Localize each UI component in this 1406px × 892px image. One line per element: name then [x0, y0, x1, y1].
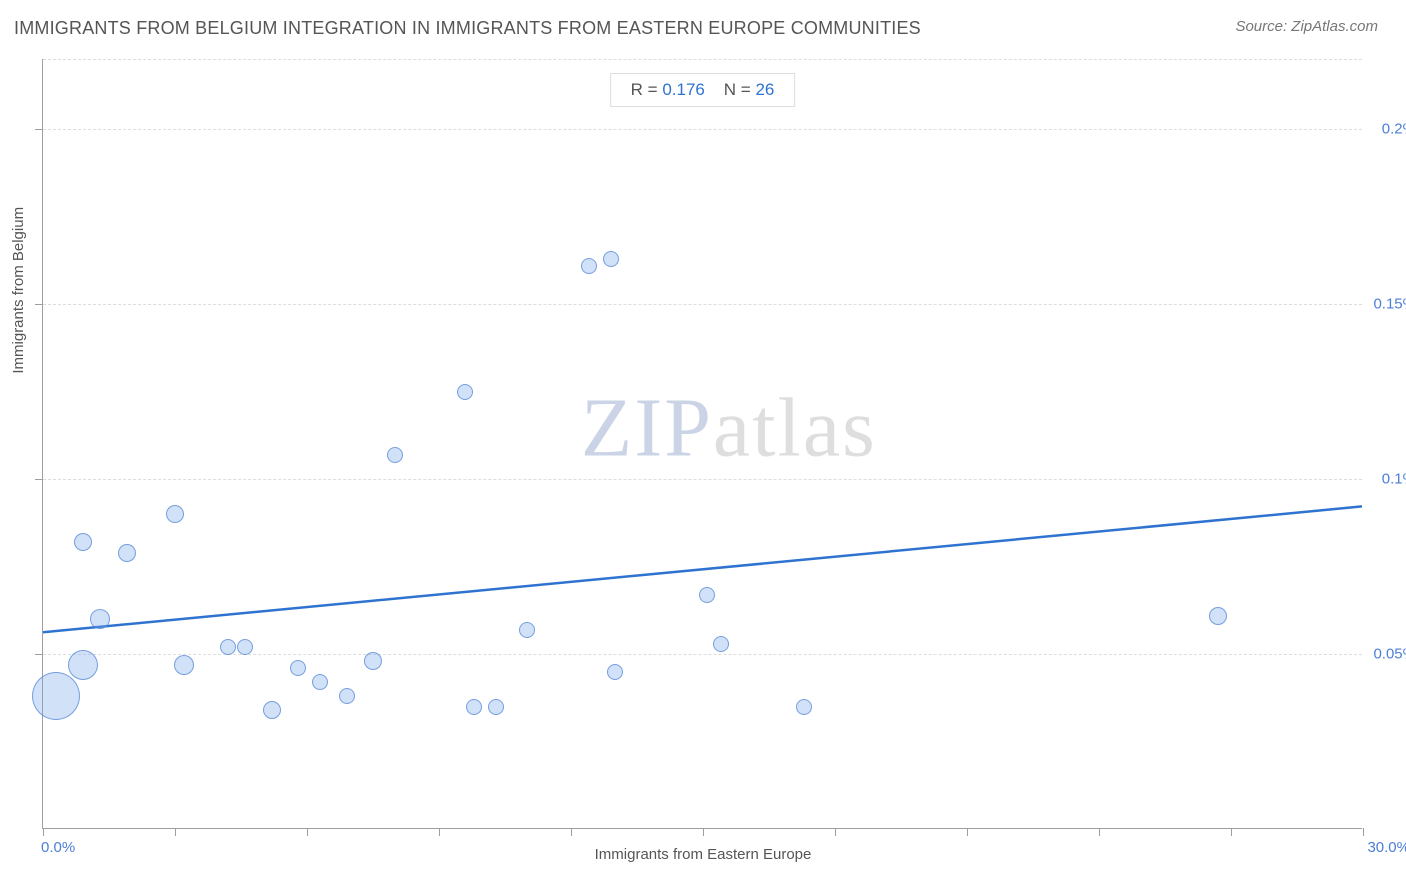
y-tick [35, 479, 43, 480]
x-axis-label: Immigrants from Eastern Europe [0, 846, 1406, 863]
n-label: N = [724, 80, 751, 99]
x-tick [835, 828, 836, 836]
grid-line [43, 479, 1362, 480]
watermark: ZIPatlas [581, 380, 877, 477]
y-tick-label: 0.2% [1382, 121, 1406, 138]
data-point[interactable] [290, 660, 306, 676]
data-point[interactable] [220, 639, 236, 655]
data-point[interactable] [699, 587, 715, 603]
x-tick [1363, 828, 1364, 836]
data-point[interactable] [237, 639, 253, 655]
x-tick [571, 828, 572, 836]
data-point[interactable] [312, 674, 328, 690]
data-point[interactable] [457, 384, 473, 400]
r-value: 0.176 [662, 80, 705, 99]
data-point[interactable] [166, 505, 184, 523]
data-point[interactable] [519, 622, 535, 638]
data-point[interactable] [466, 699, 482, 715]
data-point[interactable] [118, 544, 136, 562]
y-tick [35, 129, 43, 130]
source-attribution: Source: ZipAtlas.com [1235, 18, 1378, 35]
x-tick [43, 828, 44, 836]
x-tick [1099, 828, 1100, 836]
data-point[interactable] [263, 701, 281, 719]
grid-line [43, 304, 1362, 305]
trend-line [43, 59, 1362, 828]
data-point[interactable] [74, 533, 92, 551]
y-tick [35, 304, 43, 305]
scatter-plot-area: ZIPatlas R = 0.176 N = 26 0.05%0.1%0.15%… [42, 59, 1362, 829]
y-tick-label: 0.15% [1373, 296, 1406, 313]
data-point[interactable] [713, 636, 729, 652]
watermark-atlas: atlas [713, 382, 877, 475]
y-axis-label: Immigrants from Belgium [10, 207, 27, 374]
x-tick [967, 828, 968, 836]
chart-title: IMMIGRANTS FROM BELGIUM INTEGRATION IN I… [14, 18, 921, 39]
watermark-zip: ZIP [581, 382, 713, 475]
data-point[interactable] [581, 258, 597, 274]
data-point[interactable] [68, 650, 98, 680]
data-point[interactable] [90, 609, 110, 629]
data-point[interactable] [796, 699, 812, 715]
chart-container: Immigrants from Belgium ZIPatlas R = 0.1… [0, 47, 1406, 867]
y-tick-label: 0.1% [1382, 471, 1406, 488]
x-tick [1231, 828, 1232, 836]
stats-box: R = 0.176 N = 26 [610, 73, 796, 107]
x-tick [439, 828, 440, 836]
y-tick [35, 654, 43, 655]
x-tick [703, 828, 704, 836]
y-tick-label: 0.05% [1373, 646, 1406, 663]
r-label: R = [631, 80, 658, 99]
x-tick [175, 828, 176, 836]
data-point[interactable] [339, 688, 355, 704]
data-point[interactable] [364, 652, 382, 670]
data-point[interactable] [32, 672, 80, 720]
data-point[interactable] [174, 655, 194, 675]
n-value: 26 [755, 80, 774, 99]
grid-line [43, 59, 1362, 60]
data-point[interactable] [488, 699, 504, 715]
data-point[interactable] [603, 251, 619, 267]
data-point[interactable] [387, 447, 403, 463]
header: IMMIGRANTS FROM BELGIUM INTEGRATION IN I… [0, 0, 1406, 47]
x-tick [307, 828, 308, 836]
data-point[interactable] [1209, 607, 1227, 625]
data-point[interactable] [607, 664, 623, 680]
grid-line [43, 129, 1362, 130]
